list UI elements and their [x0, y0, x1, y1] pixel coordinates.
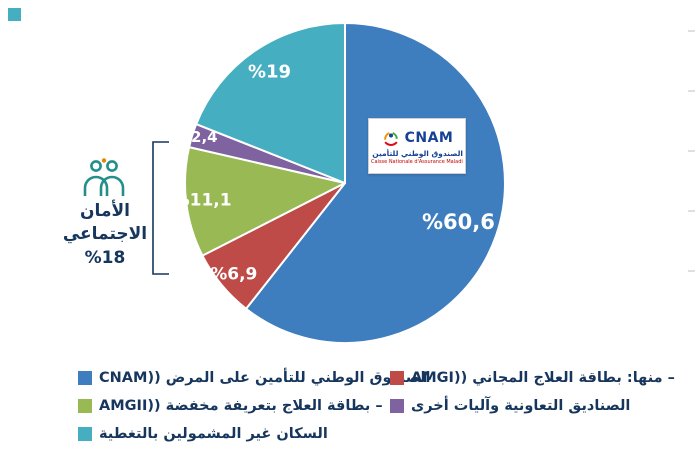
cnam-logo-row: CNAM	[381, 128, 454, 148]
family-icon	[83, 158, 125, 196]
social-assistance-annotation: الأمان الاجتماعي %18	[55, 200, 155, 270]
edge-mark	[688, 90, 695, 92]
legend-item-amgi: – منها: بطاقة العلاج المجاني ((AMGI	[390, 367, 676, 388]
pie-label-non-couverts: %19	[248, 61, 291, 82]
legend-swatch	[78, 426, 92, 441]
legend-item-mutuelles: الصناديق التعاونية وآليات أخرى	[390, 395, 676, 416]
pie-label-mutuelles: %2,4	[176, 128, 218, 146]
edge-mark	[688, 210, 695, 212]
pie-label-amgi: %6,9	[210, 264, 257, 284]
edge-mark	[688, 30, 695, 32]
legend-item-amgii: – بطاقة العلاج بتعريفة مخفضة ((AMGII	[78, 395, 390, 416]
cnam-logo-mark	[383, 131, 398, 146]
group-bracket	[152, 141, 169, 275]
pie-slice-cnam	[245, 22, 506, 344]
legend-swatch	[390, 370, 404, 385]
chart-legend: الصندوق الوطني للتأمين على المرض ((CNAM –…	[78, 367, 676, 444]
legend-swatch	[78, 398, 92, 413]
legend-swatch	[390, 398, 404, 413]
annotation-value: %18	[84, 247, 126, 268]
legend-item-non-couverts: السكان غير المشمولين بالتغطية	[78, 423, 390, 444]
pie-label-cnam: %60,6	[422, 210, 495, 234]
cnam-arabic-name: الصندوق الوطني للتأمين على المرض	[371, 148, 463, 158]
edge-mark	[688, 270, 695, 272]
pie-chart: %60,6 %6,9 %11,1 %2,4 %19	[175, 22, 506, 344]
annotation-line2: الاجتماعي	[62, 224, 148, 245]
cnam-logo-box: CNAM الصندوق الوطني للتأمين على المرض Ca…	[368, 118, 466, 174]
pie-slice-non-couverts	[195, 22, 346, 184]
legend-label: الصناديق التعاونية وآليات أخرى	[411, 397, 631, 414]
cnam-french-name: Caisse Nationale d'Assurance Maladie	[371, 158, 463, 165]
legend-label: الصندوق الوطني للتأمين على المرض ((CNAM	[99, 369, 431, 386]
slide-corner-marker	[8, 8, 21, 21]
annotation-line1: الأمان	[80, 201, 130, 221]
edge-mark	[688, 150, 695, 152]
legend-label: – بطاقة العلاج بتعريفة مخفضة ((AMGII	[99, 397, 383, 414]
legend-swatch	[78, 370, 92, 385]
pie-label-amgii: %11,1	[175, 191, 232, 211]
legend-label: – منها: بطاقة العلاج المجاني ((AMGI	[411, 369, 675, 386]
cnam-acronym: CNAM	[404, 129, 454, 146]
legend-item-cnam: الصندوق الوطني للتأمين على المرض ((CNAM	[78, 367, 431, 388]
legend-label: السكان غير المشمولين بالتغطية	[99, 425, 328, 442]
